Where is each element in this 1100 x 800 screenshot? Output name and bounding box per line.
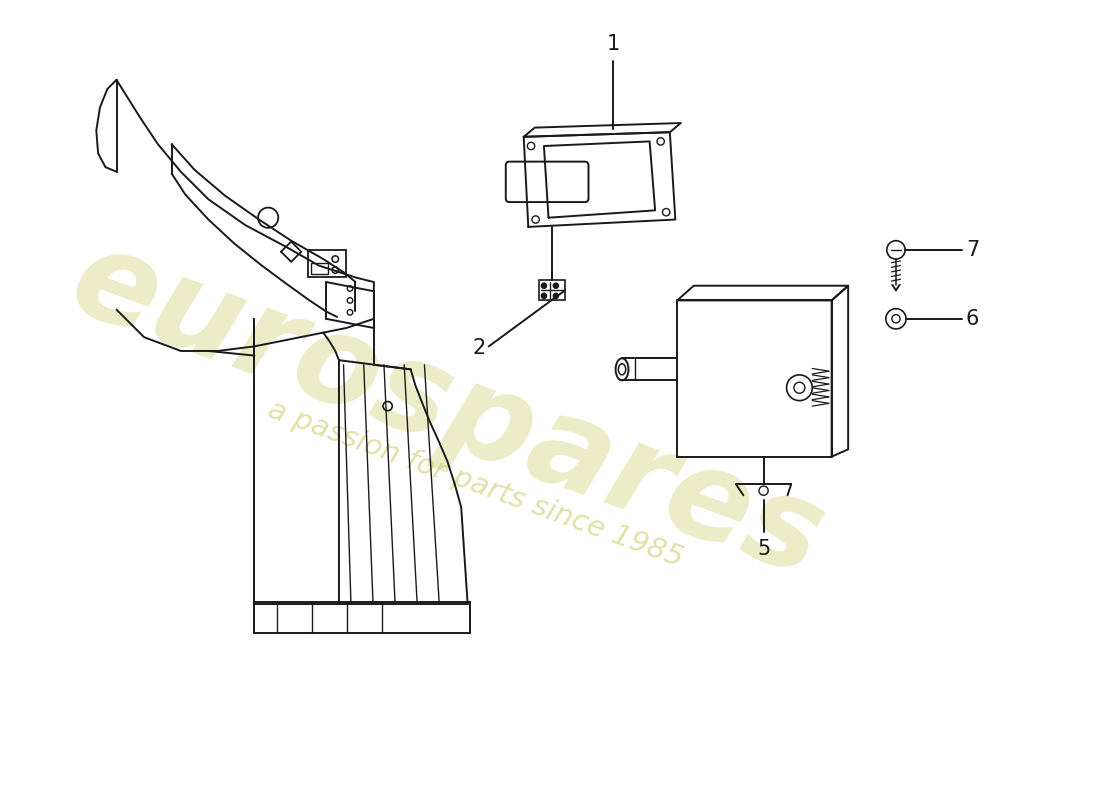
Text: 7: 7 xyxy=(966,240,979,260)
Text: a passion for parts since 1985: a passion for parts since 1985 xyxy=(264,396,686,573)
Bar xyxy=(539,280,565,301)
Text: 5: 5 xyxy=(757,539,770,559)
Text: 2: 2 xyxy=(473,338,486,358)
Bar xyxy=(308,250,346,278)
Bar xyxy=(254,602,471,633)
Text: eurospares: eurospares xyxy=(55,218,839,602)
Circle shape xyxy=(541,294,547,298)
Circle shape xyxy=(541,283,547,288)
Text: 6: 6 xyxy=(966,309,979,329)
Circle shape xyxy=(553,294,558,298)
Bar xyxy=(311,262,328,274)
Circle shape xyxy=(553,283,558,288)
Text: 1: 1 xyxy=(606,34,619,54)
